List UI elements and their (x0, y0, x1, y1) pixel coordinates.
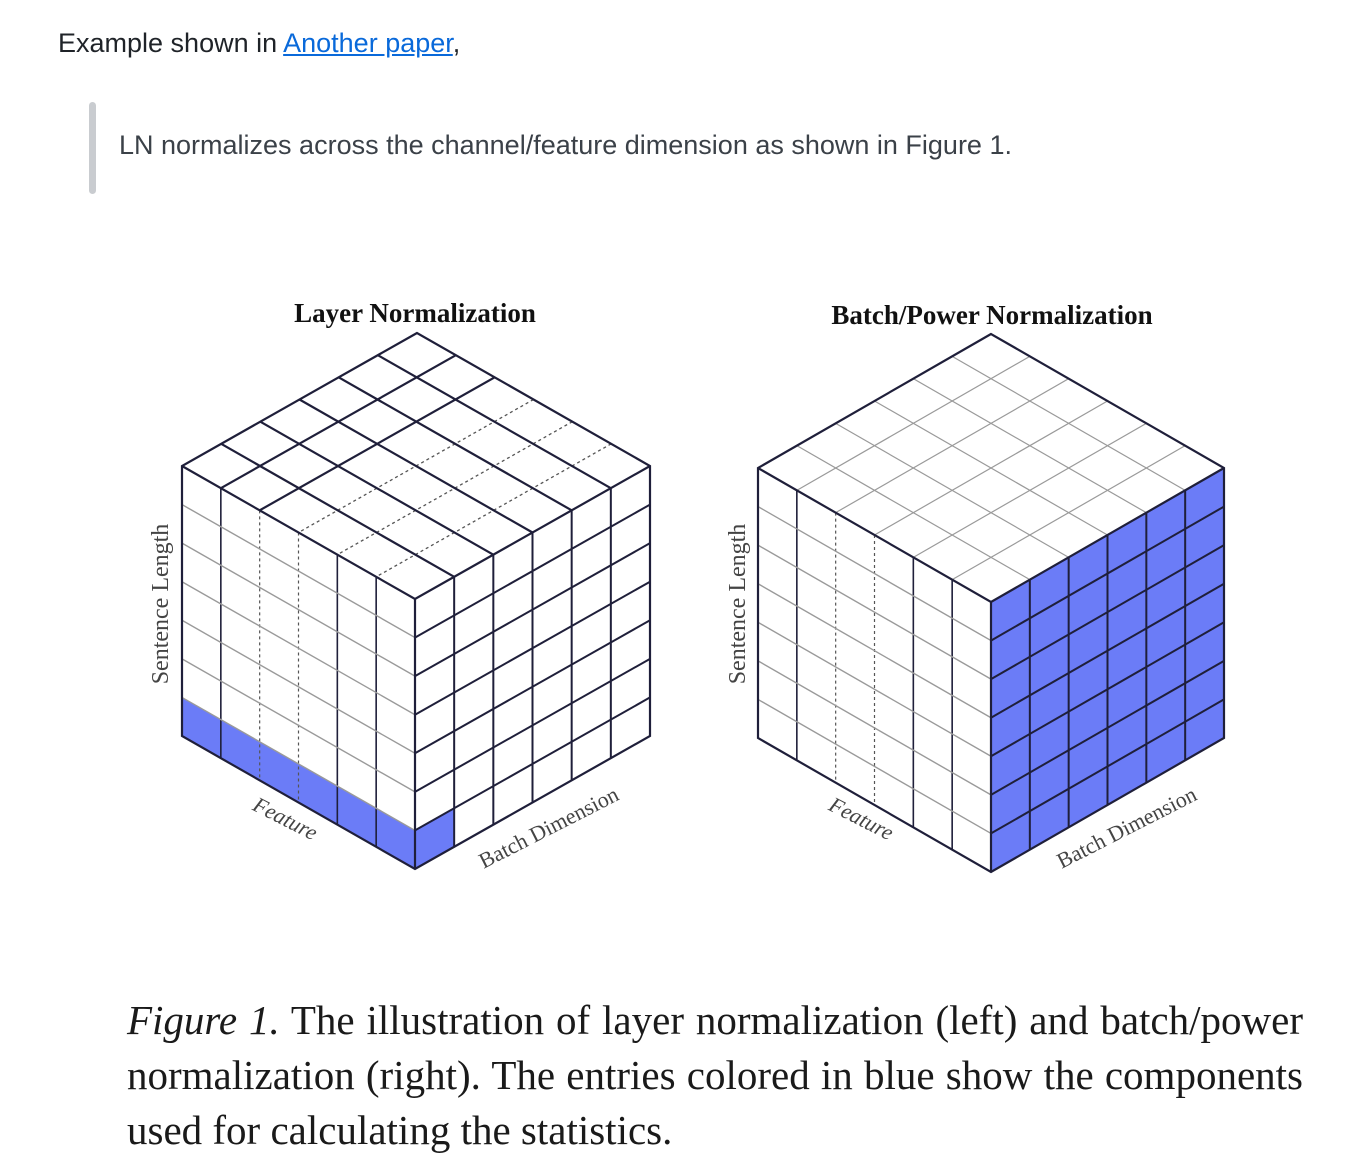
another-paper-link[interactable]: Another paper (283, 28, 453, 58)
top-grid-line (220, 442, 455, 578)
layer-sentence-length-label: Sentence Length (148, 524, 174, 685)
left-grid-line (757, 505, 992, 642)
top-grid-line (338, 376, 573, 512)
top-grid-line (796, 445, 1031, 581)
top-grid-line (951, 355, 1186, 491)
left-grid-line (181, 581, 416, 716)
figure-caption: Figure 1. The illustration of layer norm… (127, 993, 1303, 1158)
right-grid-line (414, 503, 651, 639)
blockquote-text: LN normalizes across the channel/feature… (119, 130, 1012, 160)
left-grid-line (757, 660, 992, 796)
right-grid-line (414, 657, 651, 793)
top-grid-line (913, 378, 1147, 514)
right-grid-line (990, 544, 1225, 681)
left-grid-line (181, 542, 416, 677)
left-grid-line (181, 619, 416, 754)
left-grid-line (757, 621, 992, 757)
right-grid-line (414, 542, 651, 678)
highlight-cell-row (182, 697, 415, 869)
highlight-corner-cell (415, 808, 455, 869)
right-grid-line (990, 582, 1225, 719)
batch-sentence-length-label: Sentence Length (725, 524, 751, 685)
right-grid-line (414, 619, 651, 755)
batch-norm-title: Batch/Power Normalization (831, 300, 1152, 330)
right-grid-line (990, 505, 1225, 642)
layer-norm-cube (180, 331, 652, 871)
top-grid-line (835, 422, 1069, 558)
right-grid-line (414, 696, 651, 832)
intro-prefix: Example shown in (58, 28, 284, 58)
left-grid-line (181, 696, 416, 832)
intro-suffix: , (452, 28, 461, 58)
layer-norm-title: Layer Normalization (294, 298, 536, 328)
top-grid-line (874, 400, 1108, 536)
right-grid-line (990, 621, 1225, 758)
right-grid-line (414, 580, 651, 716)
left-grid-line (181, 658, 416, 793)
caption-label: Figure 1. (127, 997, 280, 1043)
left-grid-line (757, 544, 992, 680)
normalization-figure: Layer Normalization Batch/Power Normaliz… (148, 298, 1226, 874)
right-grid-line (990, 698, 1225, 835)
left-grid-line (757, 583, 992, 719)
right-grid-line (990, 659, 1225, 796)
top-grid-line (259, 420, 494, 556)
top-grid-line (377, 354, 612, 490)
left-grid-line (181, 503, 416, 639)
blockquote-bar (89, 102, 96, 194)
caption-text: The illustration of layer normalization … (127, 997, 1303, 1153)
batch-norm-cube (756, 332, 1226, 874)
left-grid-line (757, 698, 992, 835)
intro-line: Example shown in Another paper, (58, 28, 460, 59)
top-grid-line (298, 398, 534, 534)
